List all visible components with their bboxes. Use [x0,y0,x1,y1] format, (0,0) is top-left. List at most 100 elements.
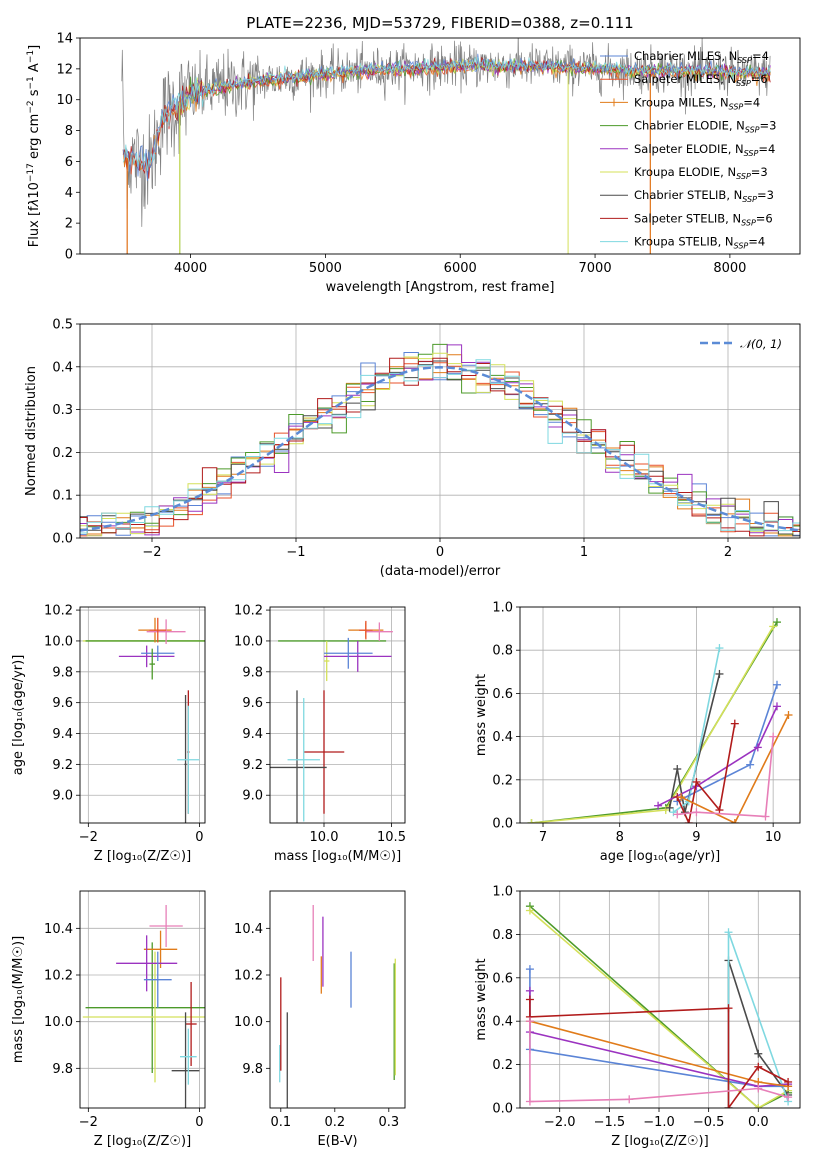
legend-label: Chabrier ELODIE, NSSP=3 [634,119,776,135]
x-tick-label: 10.5 [377,830,406,845]
series-marker [525,906,534,915]
data-point [303,690,345,814]
series-marker [784,711,793,719]
y-tick-label: 0.4 [52,360,73,375]
y-tick-label: 10 [56,93,73,108]
y-axis-label: mass [log₁₀(M/M☉)] [11,936,26,1063]
series-marker [692,777,701,786]
x-tick-label: 0 [195,830,203,845]
x-axis-label: E(B-V) [317,1134,357,1149]
x-tick-label: 8 [616,830,624,845]
y-tick-label: 9.4 [52,727,73,742]
series-marker [525,986,534,995]
x-axis-label: Z [log₁₀(Z/Z☉)] [94,849,191,864]
x-tick-label: 0.1 [270,1115,291,1130]
legend-label: Salpeter STELIB, NSSP=6 [634,211,773,227]
y-tick-label: 4 [65,186,73,201]
series-marker [784,1077,793,1086]
series-marker [724,1004,733,1013]
normal-curve [80,366,800,532]
series-marker [724,1104,733,1108]
series-marker [525,1017,534,1026]
y-tick-label: 9.0 [242,789,263,804]
y-tick-label: 10.2 [234,604,263,619]
y-tick-label: 0.6 [492,687,513,702]
series-marker [673,810,682,819]
series-marker [525,1097,534,1106]
axes-frame [79,323,801,539]
axes-frame [79,606,206,824]
weight-vs-z-panel: −2.0 −1.5 −1.0 −0.5 0.0 0.0 0.2 0.4 0.6 0.8 1.0 Z [… [474,885,801,1149]
data-points [270,620,393,823]
data-point [180,1028,197,1085]
x-tick-label: 0.0 [748,1115,769,1130]
data-point [149,905,183,947]
y-axis-label: mass weight [474,958,489,1040]
x-tick-label: −1 [286,545,305,560]
data-point [118,645,175,668]
data-point [85,942,205,1073]
age-vs-z-panel: −2 0 9.0 9.2 9.4 9.6 9.8 10.0 10.2 Z [log₁₀(Z/Z☉)… [11,604,206,864]
y-tick-label: 10.0 [234,634,263,649]
legend-label: Chabrier STELIB, NSSP=3 [634,188,774,204]
x-tick-label: 10.0 [310,830,339,845]
series-marker [784,1093,793,1102]
mass-vs-z-panel: −2 0 9.8 10.0 10.2 10.4 Z [log₁₀(Z/Z☉)] mass [l… [11,890,206,1149]
data-point [82,951,205,1083]
x-tick-label: −1.0 [643,1115,675,1130]
series-marker [715,669,724,678]
spectrum-lines [121,38,771,254]
y-tick-label: 0.8 [492,644,513,659]
legend-label: Salpeter ELODIE, NSSP=4 [634,142,775,158]
series-line [529,905,789,1108]
histogram-line [80,362,800,537]
series-marker [673,765,682,773]
data-point [287,698,320,822]
spectrum-legend: Chabrier MILES, NSSP=4 Salpeter MILES, NS… [600,49,776,251]
chart-title: PLATE=2236, MJD=53729, FIBERID=0388, z=0… [246,14,633,32]
y-tick-label: 10.2 [44,604,73,619]
y-tick-label: 0.2 [492,773,513,788]
y-tick-label: 10.4 [234,922,263,937]
x-tick-label: −0.5 [693,1115,725,1130]
data-points [82,905,205,1108]
axes-frame [519,890,801,1109]
y-tick-label: 10.0 [234,1015,263,1030]
series-marker [665,803,674,812]
legend-label: Kroupa ELODIE, NSSP=3 [634,165,768,181]
legend-label: Kroupa MILES, NSSP=4 [634,95,760,111]
data-point [149,648,155,680]
x-tick-label: −2.0 [544,1115,576,1130]
x-axis-label: mass [log₁₀(M/M☉)] [274,849,401,864]
y-tick-label: 6 [65,155,73,170]
data-point [143,930,178,968]
mass-vs-ebv-panel: 0.1 0.2 0.3 9.8 10.0 10.2 10.4 E(B-V) [234,890,406,1149]
y-tick-label: 1.0 [492,885,513,900]
series-line [531,625,774,823]
series-line [680,714,790,823]
y-tick-label: 0.3 [52,403,73,418]
y-tick-label: 9.0 [52,789,73,804]
y-axis-label: age [log₁₀(age/yr)] [11,655,26,776]
y-tick-label: 9.8 [52,1062,73,1077]
histogram-line [80,357,800,537]
data-point [146,619,186,645]
series-marker [730,719,739,728]
y-tick-label: 0.2 [492,1058,513,1073]
series-marker [684,819,693,823]
age-vs-mass-panel: 10.0 10.5 9.0 9.2 9.4 9.6 9.8 10.0 10.2 mass [log… [234,604,406,864]
weight-vs-age-panel: 7 8 9 10 0.0 0.2 0.4 0.6 0.8 1.0 age [log₁₀(age/yr… [474,601,801,864]
x-tick-label: 0 [195,1115,203,1130]
series-marker [772,618,781,627]
series-marker [769,732,778,741]
x-tick-label: 5000 [309,261,342,276]
data-point [359,620,373,640]
series-line [531,621,778,823]
data-point [141,645,175,661]
y-tick-label: 12 [56,62,73,77]
series-line [668,673,721,813]
x-tick-label: 7 [539,830,547,845]
x-tick-label: −2 [142,545,161,560]
y-tick-label: 9.6 [52,696,73,711]
data-point [149,617,167,643]
